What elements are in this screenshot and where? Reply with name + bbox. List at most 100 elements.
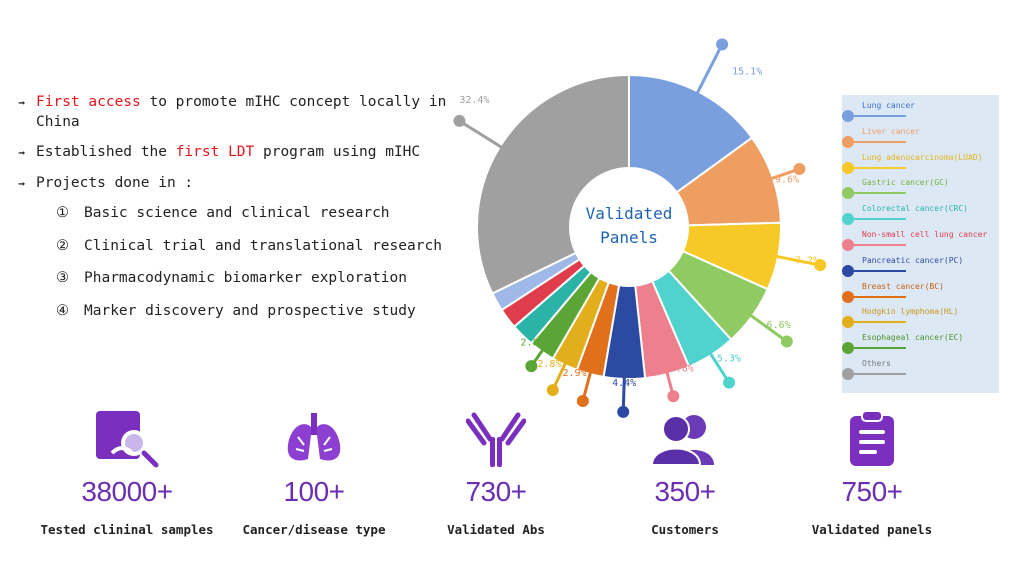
bullet-text: Established the first LDT program using … [36, 143, 420, 163]
antibody-icon [406, 408, 586, 470]
leader-line [458, 119, 507, 151]
stat-cancer-types: 100+ Cancer/disease type [224, 408, 404, 537]
leader-line [771, 254, 821, 267]
legend-dot-icon [842, 135, 854, 148]
data-label: 4.8% [670, 363, 694, 374]
legend-item: Colorectal cancer(CRC) [842, 204, 999, 230]
legend-item: Pancreatic cancer(PC) [842, 256, 999, 282]
legend-dot-icon [842, 161, 854, 174]
legend-dot-icon [842, 264, 854, 277]
legend-line [850, 218, 906, 221]
bullet-arrow-icon: ➟ [18, 96, 26, 110]
project-number: ① [56, 205, 69, 222]
legend-dot-icon [842, 342, 854, 355]
project-item: ① Basic science and clinical research [56, 204, 488, 224]
bullet-suffix: program using mIHC [254, 144, 421, 161]
data-label: 5.3% [717, 353, 741, 364]
legend-label: Non-small cell lung cancer [862, 230, 988, 239]
legend-item: Gastric cancer(GC) [842, 178, 999, 204]
bullet-suffix: to promote mIHC concept locally in [140, 94, 447, 110]
chart-legend: Lung cancer Liver cancer Lung adenocarcino… [842, 95, 999, 393]
bullet-highlight: First access [36, 94, 141, 110]
legend-line [850, 373, 906, 375]
data-label: 4.4% [612, 378, 636, 389]
bullet-prefix: Established the [36, 144, 176, 161]
project-text: Clinical trial and translational researc… [84, 237, 442, 254]
legend-item: Breast cancer(BC) [842, 282, 999, 308]
legend-item: Lung adenocarcinoma(LUAD) [842, 153, 999, 179]
leader-dot [814, 259, 827, 272]
legend-label: Liver cancer [862, 126, 920, 136]
legend-label: Esophageal cancer(EC) [862, 333, 964, 343]
stat-value: 350+ [654, 476, 716, 507]
legend-dot-icon [842, 290, 854, 303]
bullet-line2: China [36, 113, 80, 130]
bullet-item: ➟ Established the first LDT program usin… [18, 143, 488, 163]
legend-line [850, 192, 906, 195]
bullet-prefix: Projects done in : [36, 174, 194, 191]
legend-dot-icon [842, 368, 854, 380]
legend-dot-icon [842, 187, 854, 200]
leader-dot [716, 38, 729, 51]
project-text: Basic science and clinical research [84, 205, 390, 222]
data-label: 9.6% [775, 175, 799, 186]
project-text: Pharmacodynamic biomarker exploration [84, 270, 408, 287]
legend-dot-icon [842, 239, 854, 251]
data-label: 32.4% [459, 95, 489, 106]
clipboard-icon [782, 408, 962, 470]
project-text: Marker discovery and prospective study [84, 302, 416, 319]
legend-item: Non-small cell lung cancer [842, 230, 999, 256]
stat-value: 750+ [841, 476, 903, 507]
leader-line [621, 372, 626, 412]
stat-label: Tested clininal samples [40, 522, 214, 537]
legend-dot-icon [842, 316, 854, 329]
stat-value: 38000+ [81, 476, 173, 507]
legend-label: Gastric cancer(GC) [862, 178, 949, 188]
legend-item: Liver cancer [842, 127, 999, 153]
legend-label: Colorectal cancer(CRC) [862, 204, 968, 214]
legend-label: Others [862, 359, 891, 368]
bullet-highlight: first LDT [175, 144, 255, 161]
feature-list: ➟ First access to promote mIHC concept l… [18, 93, 488, 335]
project-item: ③ Pharmacodynamic biomarker exploration [56, 269, 488, 289]
leader-dot [576, 394, 589, 407]
bullet-arrow-icon: ➟ [18, 146, 26, 161]
legend-dot-icon [842, 110, 854, 122]
leader-dot [793, 163, 806, 176]
data-label: 7.2% [795, 255, 819, 266]
stat-value: 100+ [283, 476, 345, 507]
center-label-line2: Panels [600, 228, 658, 247]
data-label: 2.8% [520, 338, 544, 349]
legend-item: Others [842, 359, 999, 385]
bullet-text: Projects done in : [36, 174, 193, 194]
project-number: ④ [56, 302, 69, 319]
bullet-item: ➟ Projects done in : [18, 174, 488, 194]
project-item: ④ Marker discovery and prospective study [56, 302, 488, 322]
legend-line [850, 244, 906, 246]
data-label: 15.1% [732, 66, 762, 77]
bullet-item: ➟ First access to promote mIHC concept l… [18, 93, 488, 132]
legend-line [850, 347, 906, 350]
people-icon [595, 408, 775, 470]
leader-dot [546, 384, 559, 397]
legend-item: Esophageal cancer(EC) [842, 333, 999, 359]
stat-label: Customers [651, 522, 719, 537]
stat-label: Validated Abs [447, 522, 545, 537]
project-number: ② [56, 237, 69, 254]
leader-line [706, 348, 731, 384]
bullet-text: First access to promote mIHC concept loc… [36, 93, 446, 132]
leader-dot [780, 335, 793, 348]
data-label: 6.6% [767, 320, 791, 331]
legend-line [850, 140, 906, 143]
leader-line [746, 311, 788, 343]
stat-label: Validated panels [811, 522, 933, 537]
legend-item: Lung cancer [842, 101, 999, 127]
magnifier-icon [37, 408, 217, 470]
donut-center [569, 167, 689, 287]
stat-customers: 350+ Customers [595, 408, 775, 537]
data-label: 2.8% [537, 359, 561, 370]
stat-antibodies: 730+ Validated Abs [406, 408, 586, 537]
legend-dot-icon [842, 213, 854, 226]
project-number: ③ [56, 270, 69, 287]
